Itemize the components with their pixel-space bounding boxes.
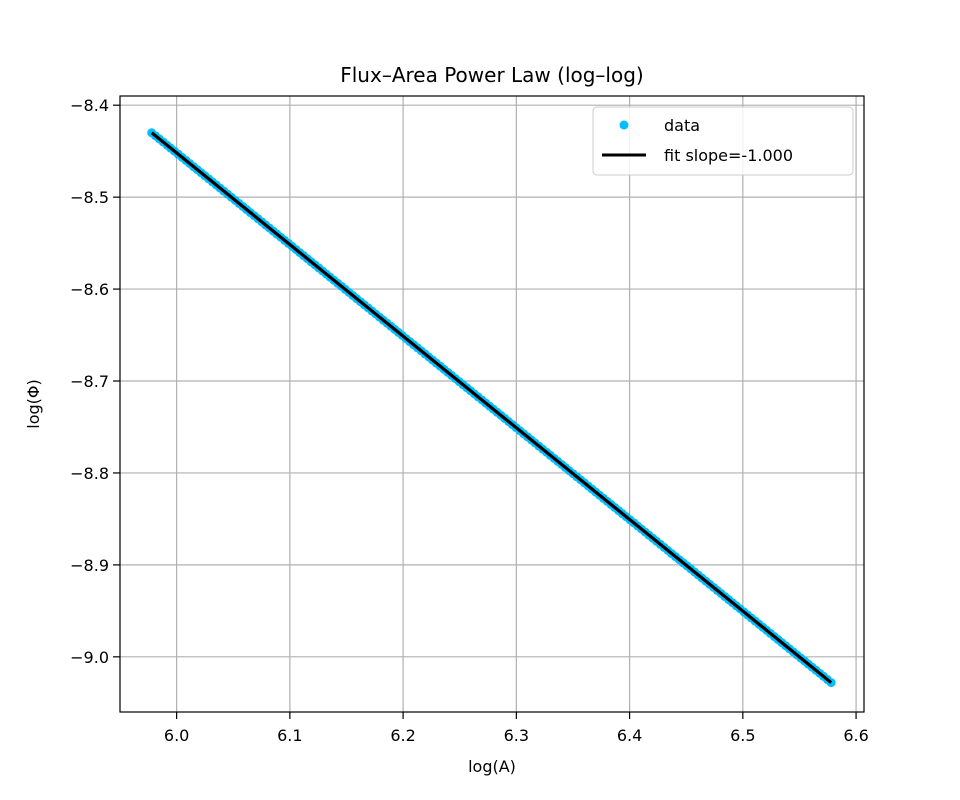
legend-data-marker [619, 120, 629, 130]
fit-line [150, 131, 833, 684]
x-tick-label: 6.0 [164, 726, 189, 745]
y-tick-label: −9.0 [70, 648, 109, 667]
data-layer [147, 128, 836, 688]
y-tick-label: −8.9 [70, 556, 109, 575]
y-tick-label: −8.7 [70, 372, 109, 391]
legend-label-data: data [664, 116, 700, 135]
x-tick-label: 6.3 [504, 726, 529, 745]
y-tick-label: −8.6 [70, 280, 109, 299]
grid-layer [120, 96, 864, 712]
chart-title: Flux–Area Power Law (log–log) [340, 63, 643, 87]
y-tick-label: −8.5 [70, 188, 109, 207]
y-tick-label: −8.8 [70, 464, 109, 483]
x-axis-label: log(A) [468, 757, 516, 776]
legend: data fit slope=-1.000 [592, 106, 854, 176]
y-tick-label: −8.4 [70, 96, 109, 115]
x-tick-label: 6.6 [843, 726, 868, 745]
plot-frame [119, 95, 865, 713]
x-tick-label: 6.1 [277, 726, 302, 745]
tick-layer: 6.0 6.1 6.2 6.3 6.4 6.5 6.6 −8.4 −8.5 −8.6 −8.7 −8.… [70, 96, 869, 745]
x-tick-label: 6.5 [730, 726, 755, 745]
x-tick-label: 6.2 [390, 726, 415, 745]
y-axis-label: log(Φ) [24, 379, 43, 428]
x-tick-label: 6.4 [617, 726, 642, 745]
legend-label-fit: fit slope=-1.000 [664, 146, 793, 165]
legend-box [592, 106, 854, 176]
